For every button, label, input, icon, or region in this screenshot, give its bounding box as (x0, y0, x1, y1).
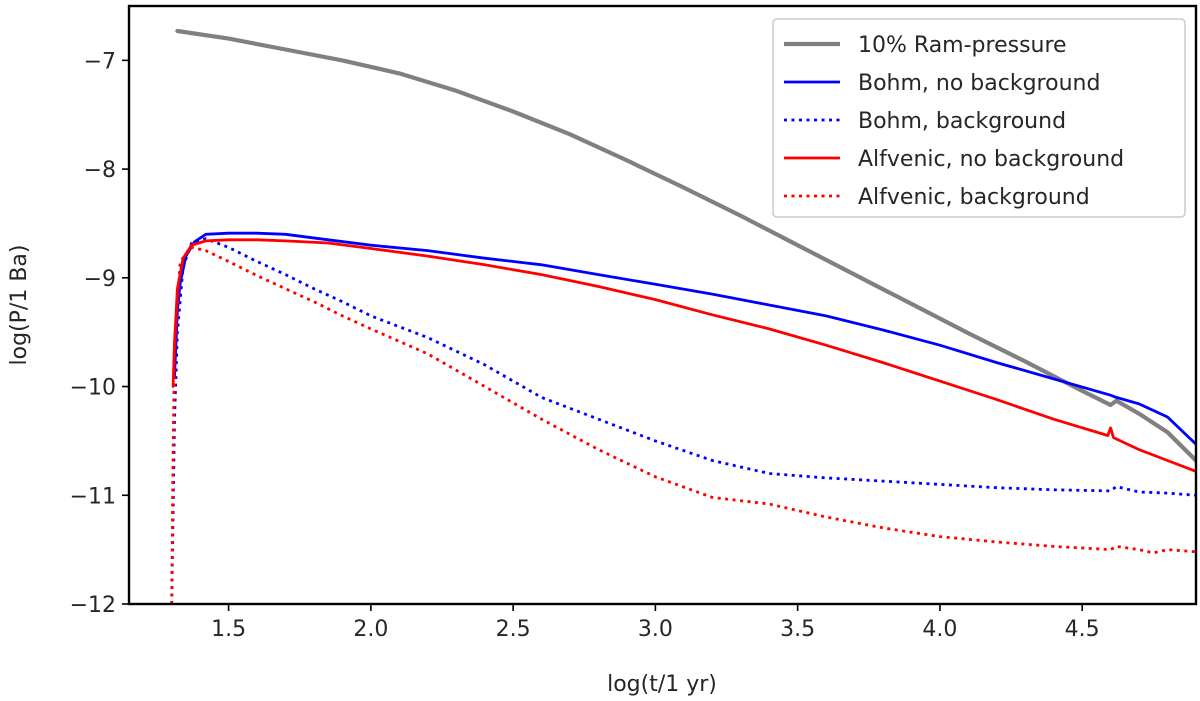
x-tick-label: 4.0 (922, 617, 957, 642)
legend-label-2: Bohm, no background (858, 71, 1100, 96)
series-line-3 (170, 237, 1196, 604)
y-tick-label: −8 (84, 158, 116, 183)
x-tick-label: 3.0 (638, 617, 673, 642)
plot-frame (127, 4, 1198, 606)
series-line-1 (175, 28, 1196, 463)
y-axis-label: log(P/1 Ba) (7, 245, 32, 366)
y-tick-label: −7 (84, 49, 116, 74)
y-tick-label: −10 (70, 376, 116, 401)
legend: 10% Ram-pressure Bohm, no background Bohm,… (772, 18, 1186, 218)
legend-label-1: 10% Ram-pressure (858, 33, 1067, 58)
x-tick-label: 2.5 (496, 617, 531, 642)
legend-label-4: Alfvenic, no background (858, 147, 1124, 172)
y-tick-label: −9 (84, 267, 116, 292)
y-tick-label: −11 (70, 484, 116, 509)
series-line-4 (171, 238, 1196, 473)
y-axis: −12 −11 −10 −9 −8 −7 (70, 49, 129, 618)
legend-label-3: Bohm, background (858, 109, 1066, 134)
x-tick-label: 4.5 (1065, 617, 1100, 642)
x-tick-label: 3.5 (780, 617, 815, 642)
series-line-5 (170, 245, 1196, 604)
legend-label-5: Alfvenic, background (858, 185, 1090, 210)
legend-box (772, 18, 1186, 218)
series-line-2 (173, 231, 1196, 446)
series-layer (170, 28, 1196, 604)
x-axis-label: log(t/1 yr) (607, 672, 717, 697)
x-tick-label: 1.5 (211, 617, 246, 642)
x-axis: 1.5 2.0 2.5 3.0 3.5 4.0 4.5 (211, 604, 1100, 642)
y-tick-label: −12 (70, 593, 116, 618)
x-tick-label: 2.0 (353, 617, 388, 642)
